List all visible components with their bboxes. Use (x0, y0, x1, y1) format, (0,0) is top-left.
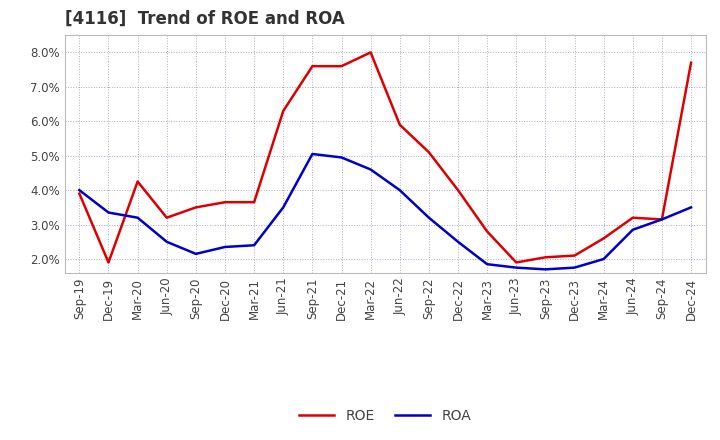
ROA (104, 210, 113, 215)
ROE (163, 215, 171, 220)
ROE (687, 60, 696, 66)
ROE (454, 187, 462, 193)
ROE (570, 253, 579, 258)
ROA (250, 242, 258, 248)
ROA (133, 215, 142, 220)
ROA (425, 215, 433, 220)
ROE (279, 108, 287, 114)
ROE (192, 205, 200, 210)
Line: ROE: ROE (79, 52, 691, 263)
ROE (366, 50, 375, 55)
ROE (395, 122, 404, 127)
ROA (337, 155, 346, 160)
ROA (599, 257, 608, 262)
Line: ROA: ROA (79, 154, 691, 269)
ROE (250, 200, 258, 205)
ROA (192, 251, 200, 257)
ROA (220, 244, 229, 249)
ROA (629, 227, 637, 232)
ROE (308, 63, 317, 69)
ROA (541, 267, 550, 272)
Legend: ROE, ROA: ROE, ROA (294, 403, 477, 429)
ROA (366, 167, 375, 172)
ROE (75, 191, 84, 196)
ROA (75, 187, 84, 193)
ROA (512, 265, 521, 270)
ROE (337, 63, 346, 69)
ROA (483, 261, 492, 267)
ROE (425, 150, 433, 155)
ROA (657, 217, 666, 222)
ROA (570, 265, 579, 270)
ROE (657, 217, 666, 222)
ROA (687, 205, 696, 210)
ROA (279, 205, 287, 210)
Text: [4116]  Trend of ROE and ROA: [4116] Trend of ROE and ROA (65, 10, 345, 28)
ROE (483, 229, 492, 234)
ROE (599, 236, 608, 241)
ROE (133, 179, 142, 184)
ROA (308, 151, 317, 157)
ROA (395, 187, 404, 193)
ROE (512, 260, 521, 265)
ROE (220, 200, 229, 205)
ROA (454, 239, 462, 245)
ROA (163, 239, 171, 245)
ROE (104, 260, 113, 265)
ROE (629, 215, 637, 220)
ROE (541, 255, 550, 260)
